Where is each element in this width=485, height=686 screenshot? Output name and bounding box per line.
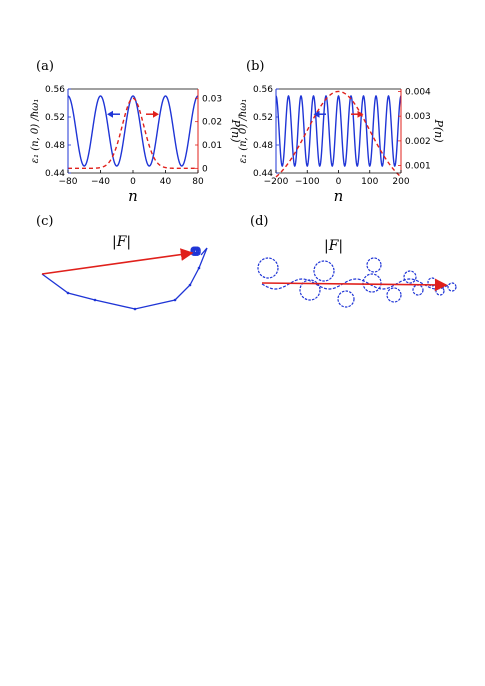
trajectory-loop: [386, 287, 402, 303]
x-tick-label: 40: [160, 177, 172, 187]
trajectory-curve-d: [257, 257, 457, 308]
x-tick-label: 0: [130, 177, 136, 187]
trajectory-point: [197, 266, 201, 270]
trajectory-wave: [261, 278, 451, 290]
trajectory-point: [188, 283, 192, 287]
trajectory-curve-c: [41, 247, 208, 310]
y-right-tick-label: 0: [202, 164, 208, 174]
x-axis-label: n: [334, 187, 344, 205]
trajectory-point: [133, 307, 137, 311]
x-tick-label: 0: [336, 177, 342, 187]
force-vector-arrow-c: [41, 248, 194, 275]
left-arrow-icon: [107, 110, 120, 118]
chart-panel-b: −200 −100 0 100 200 0.44 0.48 0.52 0.56 0.001 0.00…: [238, 85, 445, 205]
right-arrow-icon: [351, 110, 364, 118]
y-right-axis-label: P(n): [432, 118, 445, 142]
left-arrow-head: [107, 110, 113, 118]
x-tick-label: −40: [91, 177, 110, 187]
panel-label-d: (d): [250, 214, 268, 229]
right-arrow-head: [357, 110, 364, 118]
y-left-tick-label: 0.48: [253, 141, 273, 151]
left-arrow-head: [313, 110, 320, 118]
trajectory-loop: [447, 282, 457, 292]
y-left-tick-label: 0.56: [45, 85, 65, 95]
x-tick-label: 200: [392, 177, 409, 187]
trajectory-loops-c: [66, 246, 201, 311]
trajectory-loop: [362, 273, 382, 293]
y-right-tick-label: 0.004: [405, 87, 431, 97]
y-left-tick-label: 0.48: [45, 141, 65, 151]
y-left-tick-label: 0.44: [45, 169, 65, 179]
trajectory-loop: [337, 290, 355, 308]
y-right-tick-label: 0.02: [202, 118, 222, 128]
left-arrow-icon: [313, 110, 326, 118]
right-arrow-head: [153, 110, 159, 118]
y-right-tick-label: 0.03: [202, 94, 222, 104]
trajectory-loop: [299, 279, 321, 301]
trajectory-point: [66, 291, 70, 295]
x-tick-label: −100: [295, 177, 320, 187]
y-right-tick-label: 0.003: [405, 112, 431, 122]
trajectory-loop: [403, 270, 417, 284]
trajectory-panel-d: |F|: [257, 238, 457, 308]
y-right-tick-label: 0.01: [202, 141, 222, 151]
series-line-right: [68, 97, 198, 170]
trajectory-loop: [193, 248, 201, 256]
y-left-axis-label: ε₁ (n, 0) /ħω₁: [30, 99, 41, 164]
series-line-left: [67, 95, 199, 167]
y-right-tick-label: 0.001: [405, 162, 431, 172]
panel-label-c: (c): [36, 214, 53, 229]
trajectory-loop: [412, 284, 424, 296]
trajectory-point: [173, 298, 177, 302]
x-tick-label: −80: [59, 177, 78, 187]
trajectory-panel-c: |F|: [41, 234, 208, 311]
x-tick-label: 100: [361, 177, 378, 187]
trajectory-loop: [313, 260, 335, 282]
trajectory-point: [93, 298, 97, 302]
x-tick-label: −200: [264, 177, 289, 187]
trajectory-loop: [257, 257, 279, 279]
panel-label-b: (b): [246, 59, 264, 74]
panel-label-a: (a): [36, 59, 54, 74]
y-left-tick-label: 0.52: [253, 113, 273, 123]
y-left-tick-label: 0.44: [253, 169, 273, 179]
series-line-right: [275, 90, 402, 178]
right-arrow-icon: [146, 110, 159, 118]
force-vector-arrow-d: [261, 278, 448, 292]
series-line-left: [275, 95, 402, 167]
y-right-axis-label: P(n): [229, 118, 242, 142]
y-left-axis-label: ε₁ (n, 0) /ħω₁: [238, 99, 249, 164]
force-label-c: |F|: [112, 234, 131, 250]
trajectory-loop: [366, 257, 382, 273]
chart-panel-a: −80 −40 0 40 80 0.44 0.48 0.52 0.56 0 0.01 0.02 0.03…: [30, 85, 242, 205]
y-right-tick-label: 0.002: [405, 137, 431, 147]
x-axis-label: n: [128, 187, 138, 205]
force-label-d: |F|: [324, 238, 343, 254]
x-tick-label: 80: [192, 177, 204, 187]
y-left-tick-label: 0.52: [45, 113, 65, 123]
y-left-tick-label: 0.56: [253, 85, 273, 95]
